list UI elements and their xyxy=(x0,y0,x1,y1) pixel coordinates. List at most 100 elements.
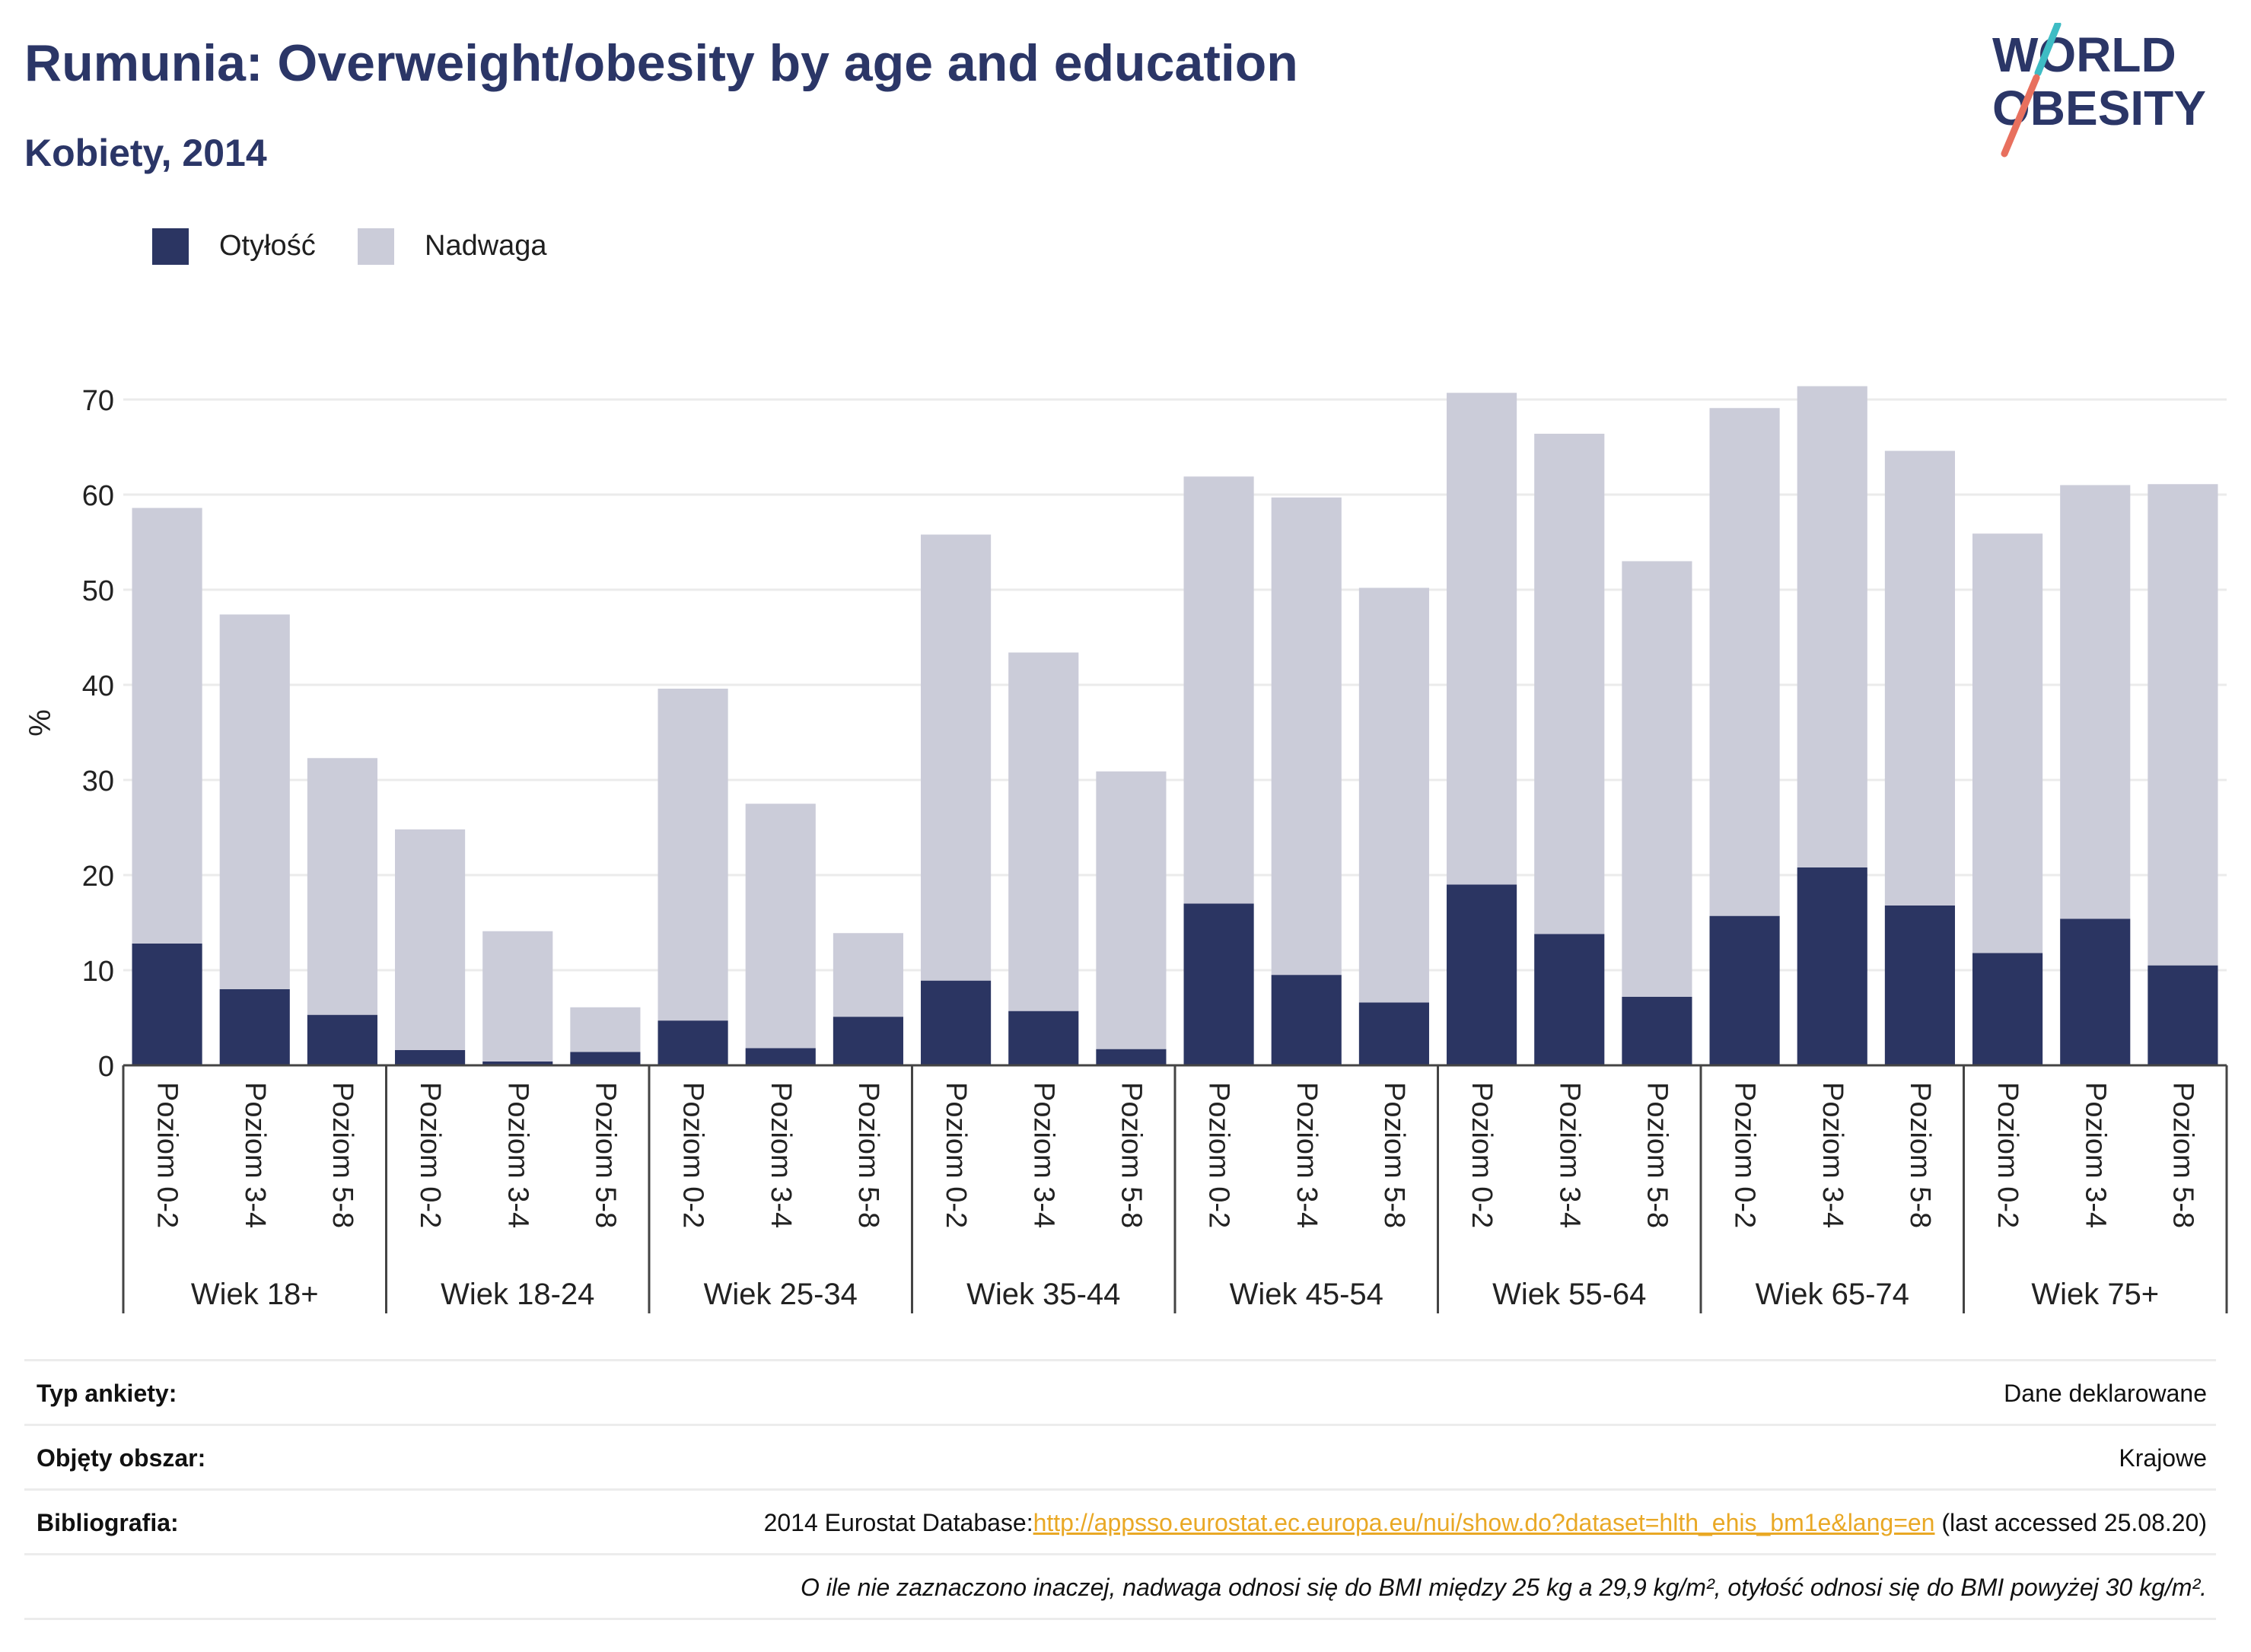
bar-obesity xyxy=(1797,867,1867,1065)
x-tick-label: Poziom 0-2 xyxy=(1992,1082,2023,1228)
x-tick-label: Poziom 0-2 xyxy=(677,1082,709,1228)
x-tick-label: Poziom 3-4 xyxy=(1291,1082,1323,1228)
bar-obesity xyxy=(1358,1002,1429,1065)
bar-obesity xyxy=(833,1017,903,1065)
x-tick-label: Poziom 5-8 xyxy=(589,1082,621,1228)
x-tick-label: Poziom 5-8 xyxy=(1378,1082,1410,1228)
bar-obesity xyxy=(1622,997,1692,1065)
bibliography-value: 2014 Eurostat Database:http://appsso.eur… xyxy=(764,1509,2207,1537)
bibliography-label: Bibliografia: xyxy=(37,1509,179,1536)
y-tick-label: 20 xyxy=(82,861,114,893)
bar-obesity xyxy=(2060,918,2131,1065)
x-tick-label: Poziom 3-4 xyxy=(1816,1082,1848,1228)
bar-overweight xyxy=(2060,485,2131,919)
y-tick-label: 40 xyxy=(82,670,114,702)
bibliography-source: 2014 Eurostat Database: xyxy=(763,1509,1033,1536)
y-tick-label: 70 xyxy=(82,385,114,417)
bar-obesity xyxy=(132,944,202,1065)
x-tick-label: Poziom 5-8 xyxy=(1115,1082,1147,1228)
x-tick-label: Poziom 5-8 xyxy=(2167,1082,2198,1228)
bar-obesity xyxy=(1183,903,1254,1065)
x-tick-label: Poziom 5-8 xyxy=(1904,1082,1936,1228)
bar-overweight xyxy=(132,508,202,944)
x-tick-label: Poziom 0-2 xyxy=(1203,1082,1235,1228)
bar-overweight xyxy=(1358,587,1429,1003)
group-label: Wiek 25-34 xyxy=(704,1278,858,1311)
bar-obesity xyxy=(1884,906,1955,1065)
bar-obesity xyxy=(745,1048,816,1065)
bar-overweight xyxy=(1096,771,1167,1049)
bar-obesity xyxy=(570,1052,641,1065)
bar-obesity xyxy=(1447,884,1517,1065)
bar-overweight xyxy=(1622,561,1692,997)
x-tick-label: Poziom 5-8 xyxy=(1641,1082,1673,1228)
bar-obesity xyxy=(1096,1049,1167,1065)
bar-obesity xyxy=(1534,934,1605,1065)
bar-overweight xyxy=(307,758,377,1015)
x-tick-label: Poziom 3-4 xyxy=(1553,1082,1585,1228)
coverage-value: Krajowe xyxy=(2119,1444,2207,1472)
bmi-definition-note: O ile nie zaznaczono inaczej, nadwaga od… xyxy=(800,1574,2207,1601)
y-tick-label: 60 xyxy=(82,480,114,512)
coverage-label: Objęty obszar: xyxy=(37,1444,206,1472)
y-tick-label: 50 xyxy=(82,575,114,607)
x-tick-label: Poziom 0-2 xyxy=(940,1082,972,1228)
y-axis-label: % xyxy=(24,709,57,737)
legend-label-overweight: Nadwaga xyxy=(425,230,547,262)
group-label: Wiek 18-24 xyxy=(441,1278,594,1311)
bar-obesity xyxy=(307,1014,377,1065)
bar-overweight xyxy=(1534,434,1605,934)
survey-type-value: Dane deklarowane xyxy=(2004,1380,2207,1407)
bar-overweight xyxy=(921,534,992,981)
bar-overweight xyxy=(570,1007,641,1052)
legend-swatch-overweight xyxy=(358,228,394,265)
x-tick-label: Poziom 0-2 xyxy=(151,1082,183,1228)
bar-obesity xyxy=(1271,975,1342,1065)
bar-obesity xyxy=(2148,965,2218,1065)
bar-obesity xyxy=(395,1050,466,1065)
logo-slash-teal xyxy=(2034,23,2062,77)
group-label: Wiek 65-74 xyxy=(1756,1278,1909,1311)
bar-obesity xyxy=(219,989,290,1065)
group-label: Wiek 55-64 xyxy=(1492,1278,1646,1311)
logo-word-world: WORLD xyxy=(1992,27,2176,82)
y-tick-label: 0 xyxy=(98,1051,114,1083)
bar-obesity xyxy=(1008,1011,1079,1065)
bar-overweight xyxy=(1709,408,1780,916)
info-row-note: O ile nie zaznaczono inaczej, nadwaga od… xyxy=(24,1553,2216,1620)
x-tick-label: Poziom 5-8 xyxy=(326,1082,358,1228)
bar-overweight xyxy=(482,931,553,1062)
x-tick-label: Poziom 3-4 xyxy=(1027,1082,1059,1228)
bar-obesity xyxy=(657,1020,728,1065)
group-label: Wiek 75+ xyxy=(2031,1278,2159,1311)
x-tick-label: Poziom 0-2 xyxy=(414,1082,446,1228)
group-label: Wiek 45-54 xyxy=(1230,1278,1383,1311)
bibliography-link[interactable]: http://appsso.eurostat.ec.europa.eu/nui/… xyxy=(1033,1509,1935,1536)
x-tick-label: Poziom 3-4 xyxy=(765,1082,797,1228)
chart-title: Rumunia: Overweight/obesity by age and e… xyxy=(24,34,1298,92)
info-row-bibliography: Bibliografia: 2014 Eurostat Database:htt… xyxy=(24,1488,2216,1553)
bar-overweight xyxy=(1008,652,1079,1011)
bar-overweight xyxy=(657,689,728,1021)
info-row-survey: Typ ankiety: Dane deklarowane xyxy=(24,1359,2216,1424)
bibliography-accessed: (last accessed 25.08.20) xyxy=(1934,1509,2207,1536)
legend-swatch-obesity xyxy=(152,228,189,265)
survey-type-label: Typ ankiety: xyxy=(37,1380,177,1407)
bar-overweight xyxy=(833,933,903,1017)
bar-overweight xyxy=(1797,386,1867,867)
info-table: Typ ankiety: Dane deklarowane Objęty obs… xyxy=(24,1359,2216,1620)
bar-overweight xyxy=(1271,497,1342,976)
legend-label-obesity: Otyłość xyxy=(219,230,316,262)
bar-obesity xyxy=(482,1062,553,1065)
x-tick-label: Poziom 3-4 xyxy=(501,1082,533,1228)
bar-obesity xyxy=(1709,915,1780,1065)
x-tick-label: Poziom 5-8 xyxy=(852,1082,884,1228)
stacked-bar-chart: 0 10 20 30 40 50 60 70% Poziom 0-2 Poziom 3-4 Pozi… xyxy=(24,385,2228,1313)
info-row-coverage: Objęty obszar: Krajowe xyxy=(24,1424,2216,1488)
group-label: Wiek 35-44 xyxy=(966,1278,1120,1311)
x-tick-label: Poziom 3-4 xyxy=(239,1082,271,1228)
bar-overweight xyxy=(1884,450,1955,906)
chart-subtitle: Kobiety, 2014 xyxy=(24,132,267,174)
bar-overweight xyxy=(1447,393,1517,885)
y-tick-label: 10 xyxy=(82,956,114,988)
